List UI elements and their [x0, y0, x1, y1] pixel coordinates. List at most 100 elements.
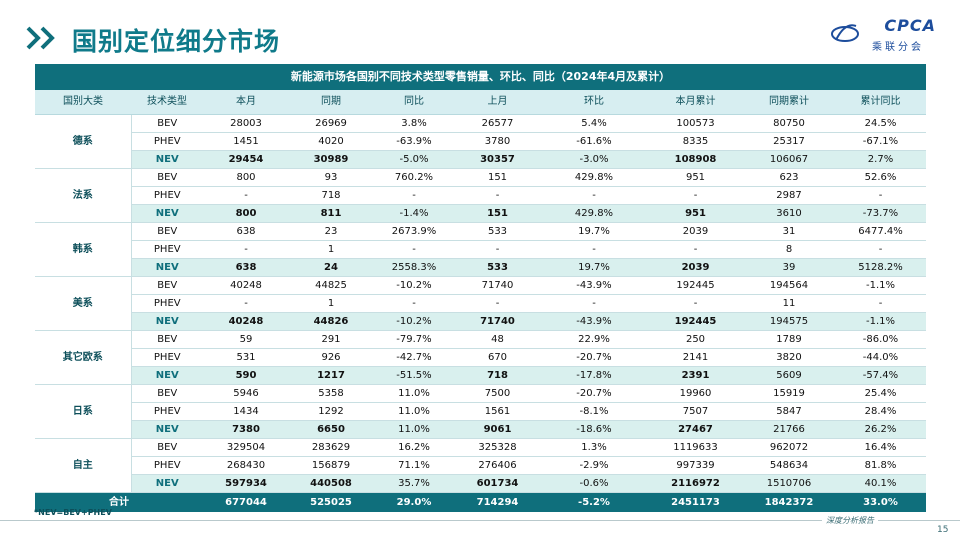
tech-type-cell: PHEV: [131, 456, 203, 475]
country-cell: 德系: [35, 114, 132, 169]
value-cell: 1217: [289, 366, 373, 385]
value-cell: 27467: [648, 420, 743, 439]
value-cell: 80750: [743, 114, 835, 133]
value-cell: 250: [648, 330, 743, 349]
value-cell: 19.7%: [540, 222, 648, 241]
value-cell: 601734: [455, 474, 540, 493]
value-cell: 1434: [203, 402, 289, 421]
value-cell: 40248: [203, 312, 289, 331]
sales-table: 国别大类 技术类型 本月 同期 同比 上月 环比 本月累计 同期累计 累计同比 德系 BEV 2800…: [35, 90, 926, 512]
value-cell: 800: [203, 168, 289, 187]
value-cell: 9061: [455, 420, 540, 439]
value-cell: -79.7%: [373, 330, 455, 349]
country-cell: 法系: [35, 168, 132, 223]
table-row: PHEV -1- - - -11-: [35, 294, 926, 313]
value-cell: 3820: [743, 348, 835, 367]
value-cell: -3.0%: [540, 150, 648, 169]
page-title: 国别定位细分市场: [72, 27, 281, 56]
value-cell: -: [373, 294, 455, 313]
value-cell: 951: [648, 204, 743, 223]
tech-type-cell: BEV: [131, 276, 203, 295]
table-row: PHEV -1- - - -8-: [35, 240, 926, 259]
value-cell: 329504: [203, 438, 289, 457]
value-cell: -42.7%: [373, 348, 455, 367]
value-cell: 268430: [203, 456, 289, 475]
value-cell: 1: [289, 240, 373, 259]
value-cell: 8335: [648, 132, 743, 151]
table-row: NEV 597934 440508 35.7% 601734 -0.6% 2116972 15…: [35, 474, 926, 493]
value-cell: 718: [455, 366, 540, 385]
value-cell: 25317: [743, 132, 835, 151]
footer-text: 深度分析报告: [822, 515, 878, 526]
value-cell: 597934: [203, 474, 289, 493]
value-cell: 23: [289, 222, 373, 241]
table-row: 法系 BEV 800 93 760.2% 151 429.8% 951 623 52.6%: [35, 168, 926, 223]
tech-type-cell: NEV: [131, 312, 203, 331]
table-row: 其它欧系 BEV 59 291 -79.7% 48 22.9% 250 1789 -86.0%: [35, 330, 926, 385]
tech-type-cell: BEV: [131, 222, 203, 241]
value-cell: 638: [203, 258, 289, 277]
tech-type-cell: PHEV: [131, 348, 203, 367]
value-cell: 1451: [203, 132, 289, 151]
value-cell: 1.3%: [540, 438, 648, 457]
value-cell: 192445: [648, 312, 743, 331]
value-cell: 3610: [743, 204, 835, 223]
value-cell: 31: [743, 222, 835, 241]
tech-type-cell: BEV: [131, 168, 203, 187]
value-cell: 26969: [289, 114, 373, 133]
value-cell: 48: [455, 330, 540, 349]
table-row: PHEV 1434 1292 11.0% 1561 -8.1% 7507 5847 28.4%: [35, 402, 926, 421]
column-header: 本月: [203, 90, 289, 115]
tech-type-cell: NEV: [131, 366, 203, 385]
value-cell: -18.6%: [540, 420, 648, 439]
column-header: 环比: [540, 90, 648, 115]
value-cell: -: [648, 294, 743, 313]
value-cell: -10.2%: [373, 276, 455, 295]
total-value-cell: 525025: [289, 492, 373, 512]
value-cell: 16.2%: [373, 438, 455, 457]
value-cell: 40.1%: [835, 474, 926, 493]
value-cell: 8: [743, 240, 835, 259]
value-cell: 52.6%: [835, 168, 926, 187]
column-header: 上月: [455, 90, 540, 115]
table-row: PHEV 1451 4020 -63.9% 3780 -61.6% 8335 25317 -67…: [35, 132, 926, 151]
column-header: 国别大类: [35, 90, 131, 115]
value-cell: 1510706: [743, 474, 835, 493]
value-cell: 291: [289, 330, 373, 349]
total-row: 合计 677044 525025 29.0% 714294 -5.2% 2451173 184…: [35, 492, 926, 512]
value-cell: 1789: [743, 330, 835, 349]
value-cell: 71.1%: [373, 456, 455, 475]
value-cell: 3.8%: [373, 114, 455, 133]
value-cell: 1292: [289, 402, 373, 421]
value-cell: -20.7%: [540, 348, 648, 367]
value-cell: 1: [289, 294, 373, 313]
column-header: 同期: [289, 90, 373, 115]
value-cell: 5609: [743, 366, 835, 385]
table-caption: 新能源市场各国别不同技术类型零售销量、环比、同比（2024年4月及累计）: [35, 64, 926, 90]
tech-type-cell: NEV: [131, 204, 203, 223]
value-cell: 429.8%: [540, 204, 648, 223]
double-chevron-icon: [26, 26, 55, 50]
value-cell: 760.2%: [373, 168, 455, 187]
tech-type-cell: BEV: [131, 438, 203, 457]
value-cell: -67.1%: [835, 132, 926, 151]
value-cell: 5.4%: [540, 114, 648, 133]
value-cell: 800: [203, 204, 289, 223]
table-row: 韩系 BEV 638 23 2673.9% 533 19.7% 2039 31 6477.4%: [35, 222, 926, 277]
value-cell: -73.7%: [835, 204, 926, 223]
value-cell: -63.9%: [373, 132, 455, 151]
table-row: NEV 590 1217 -51.5% 718 -17.8% 2391 5609 -57.4%: [35, 366, 926, 385]
table-row: 自主 BEV 329504 283629 16.2% 325328 1.3% 1119633 9…: [35, 438, 926, 493]
value-cell: -: [203, 294, 289, 313]
value-cell: 962072: [743, 438, 835, 457]
value-cell: -: [540, 294, 648, 313]
country-cell: 韩系: [35, 222, 132, 277]
value-cell: 21766: [743, 420, 835, 439]
column-header: 技术类型: [131, 90, 203, 115]
value-cell: 718: [289, 186, 373, 205]
value-cell: 24: [289, 258, 373, 277]
value-cell: -: [540, 186, 648, 205]
value-cell: 7500: [455, 384, 540, 403]
value-cell: 26.2%: [835, 420, 926, 439]
value-cell: 2.7%: [835, 150, 926, 169]
